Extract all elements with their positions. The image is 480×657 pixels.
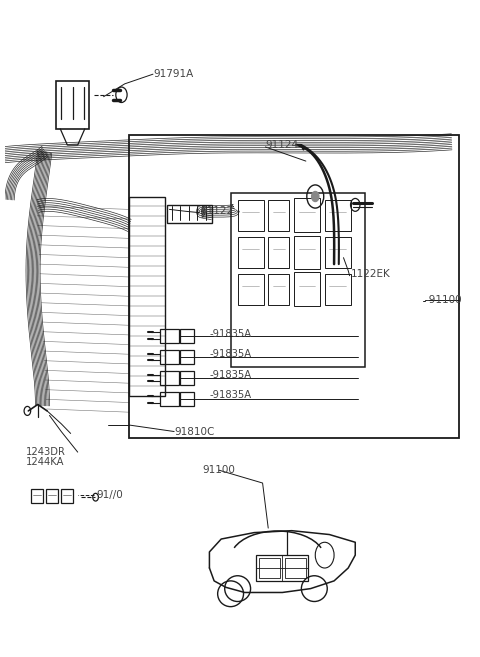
Bar (230, 193, 365, 367)
Bar (285, 558, 306, 578)
Text: 91//0: 91//0 (96, 489, 123, 499)
Bar (294, 198, 320, 232)
Bar (160, 328, 179, 343)
Bar (160, 371, 179, 385)
Bar (160, 350, 179, 364)
Bar (56, 81, 89, 129)
Bar (180, 328, 194, 343)
Text: 91100: 91100 (203, 465, 235, 475)
Bar (259, 558, 280, 578)
Bar (167, 205, 212, 223)
Bar (238, 200, 264, 231)
Bar (324, 237, 350, 268)
Bar (130, 196, 165, 396)
Text: 91810C: 91810C (174, 426, 215, 436)
Text: -91835A: -91835A (209, 370, 252, 380)
Bar (238, 274, 264, 305)
Bar (268, 237, 289, 268)
Text: -91100: -91100 (426, 294, 462, 305)
Circle shape (312, 191, 319, 202)
Bar (46, 489, 58, 503)
Bar (180, 350, 194, 364)
Text: -91835A: -91835A (209, 328, 252, 338)
Bar (180, 392, 194, 407)
Text: 91791A: 91791A (153, 69, 193, 79)
Text: -91835A: -91835A (209, 350, 252, 359)
Bar (324, 274, 350, 305)
Bar (294, 236, 320, 269)
Bar (294, 273, 320, 306)
Bar (180, 371, 194, 385)
Bar (130, 135, 459, 438)
Text: 1244KA: 1244KA (26, 457, 64, 467)
Bar (268, 200, 289, 231)
Text: -91835A: -91835A (209, 390, 252, 401)
Bar (61, 489, 73, 503)
Text: 1243DR: 1243DR (26, 447, 66, 457)
Text: 91122: 91122 (200, 206, 233, 216)
Text: 91124: 91124 (266, 140, 299, 150)
Bar (31, 489, 43, 503)
Text: 1122EK: 1122EK (350, 269, 390, 279)
Bar (268, 274, 289, 305)
Bar (160, 392, 179, 407)
Bar (256, 555, 308, 581)
Bar (324, 200, 350, 231)
Bar (238, 237, 264, 268)
